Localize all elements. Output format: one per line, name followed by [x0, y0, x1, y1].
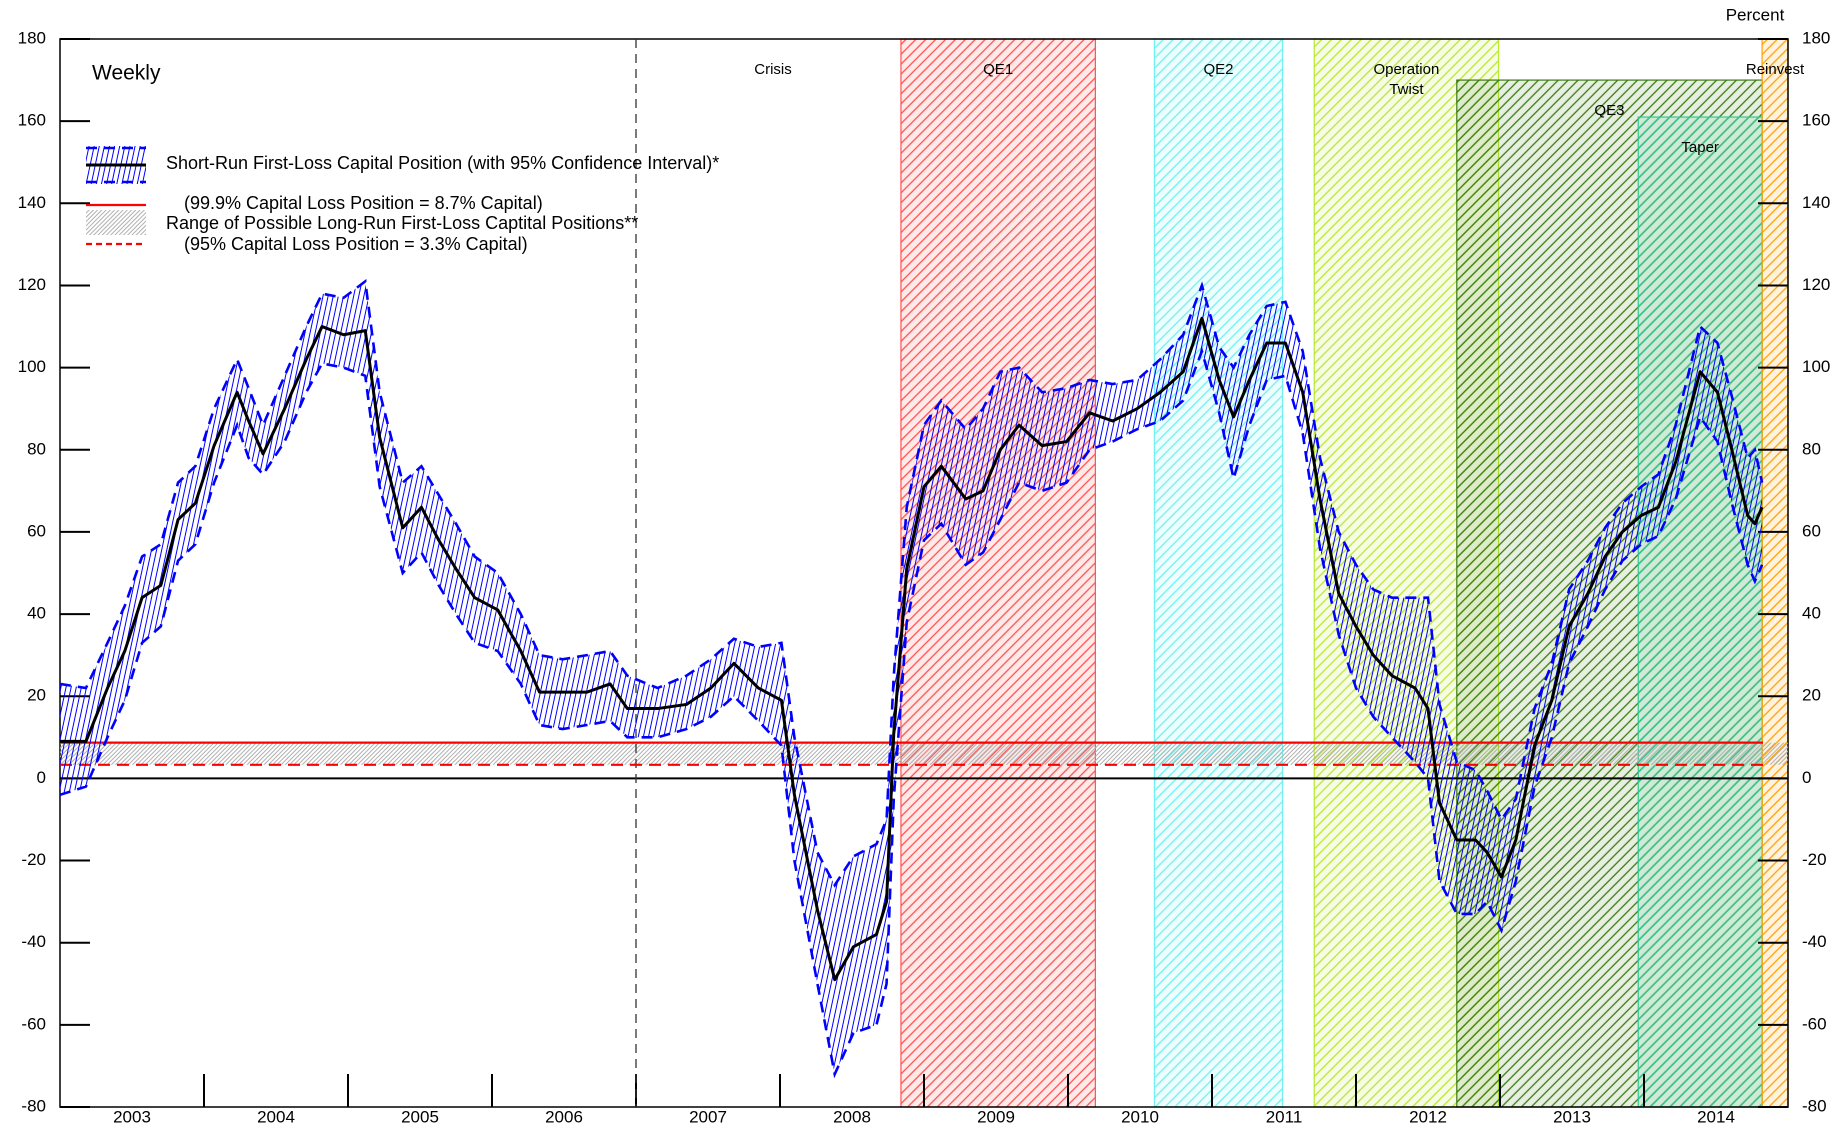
region-label: Taper [1681, 139, 1719, 156]
y-tick-label: -40 [21, 932, 46, 951]
x-tick-label: 2005 [401, 1107, 439, 1126]
range-band [60, 742, 1788, 765]
legend-label: Range of Possible Long-Run First-Loss Ca… [166, 213, 638, 233]
y-tick-label: -60 [21, 1014, 46, 1033]
y2-tick-label: 40 [1802, 604, 1821, 623]
x-tick-label: 2006 [545, 1107, 583, 1126]
y2-tick-label: 120 [1802, 275, 1830, 294]
y2-tick-label: -40 [1802, 932, 1827, 951]
y2-tick-label: 80 [1802, 439, 1821, 458]
y-tick-label: 20 [27, 686, 46, 705]
confidence-bound [59, 347, 1764, 1079]
region-label: QE2 [1203, 61, 1233, 78]
x-tick-label: 2008 [833, 1107, 871, 1126]
y-tick-label: 140 [18, 193, 46, 212]
region [1761, 38, 1789, 1108]
y-tick-label: -80 [21, 1096, 46, 1115]
legend-label: Short-Run First-Loss Capital Position (w… [166, 153, 719, 173]
region-label: QE1 [983, 61, 1013, 78]
y2-tick-label: 20 [1802, 686, 1821, 705]
legend-swatch [86, 210, 146, 235]
y2-tick-label: 0 [1802, 768, 1811, 787]
y2-tick-label: 180 [1802, 28, 1830, 47]
x-tick-label: 2009 [977, 1107, 1015, 1126]
crisis-label: Crisis [754, 61, 792, 78]
y-tick-label: 120 [18, 275, 46, 294]
y2-tick-label: 100 [1802, 357, 1830, 376]
y-tick-label: -20 [21, 850, 46, 869]
plot-body: -80 -60 -40 -20 0 20 40 60 80 100 120 140 160 180 -80 -… [18, 28, 1831, 1126]
regions: QE1 QE2 Operation Twist QE3 Taper Reinvest [900, 38, 1805, 1108]
x-tick-label: 2003 [113, 1107, 151, 1126]
legend-label: (99.9% Capital Loss Position = 8.7% Capi… [184, 193, 543, 213]
region [1637, 116, 1763, 1108]
x-tick-label: 2010 [1121, 1107, 1159, 1126]
unit-label: Percent [1726, 5, 1785, 24]
region [900, 38, 1096, 1108]
x-tick-label: 2007 [689, 1107, 727, 1126]
chart-title: Weekly [92, 62, 161, 85]
x-tick-label: 2011 [1266, 1107, 1303, 1126]
y-tick-label: 0 [37, 768, 46, 787]
confidence-bound [59, 278, 1764, 888]
legend: Short-Run First-Loss Capital Position (w… [86, 146, 719, 254]
region-label: Operation [1373, 61, 1439, 78]
x-tick-label: 2013 [1553, 1107, 1591, 1126]
y2-tick-label: 160 [1802, 111, 1830, 130]
y-tick-label: 160 [18, 111, 46, 130]
y-tick-label: 40 [27, 604, 46, 623]
y-tick-label: 80 [27, 439, 46, 458]
region-label: Twist [1389, 81, 1424, 98]
region-label: Reinvest [1746, 61, 1805, 78]
y-tick-label: 100 [18, 357, 46, 376]
x-tick-label: 2004 [257, 1107, 295, 1126]
y2-tick-label: -20 [1802, 850, 1827, 869]
x-tick-label: 2012 [1409, 1107, 1447, 1126]
series-line [60, 316, 1764, 982]
region-label: QE3 [1594, 102, 1624, 119]
y2-tick-label: 60 [1802, 521, 1821, 540]
x-tick-label: 2014 [1697, 1107, 1735, 1126]
y2-tick-label: 140 [1802, 193, 1830, 212]
confidence-band [60, 281, 1763, 1075]
y2-tick-label: -80 [1802, 1096, 1827, 1115]
region [1153, 38, 1284, 1108]
y-tick-label: 180 [18, 28, 46, 47]
y2-tick-label: -60 [1802, 1014, 1827, 1033]
y-tick-label: 60 [27, 521, 46, 540]
legend-label: (95% Capital Loss Position = 3.3% Capita… [184, 234, 528, 254]
